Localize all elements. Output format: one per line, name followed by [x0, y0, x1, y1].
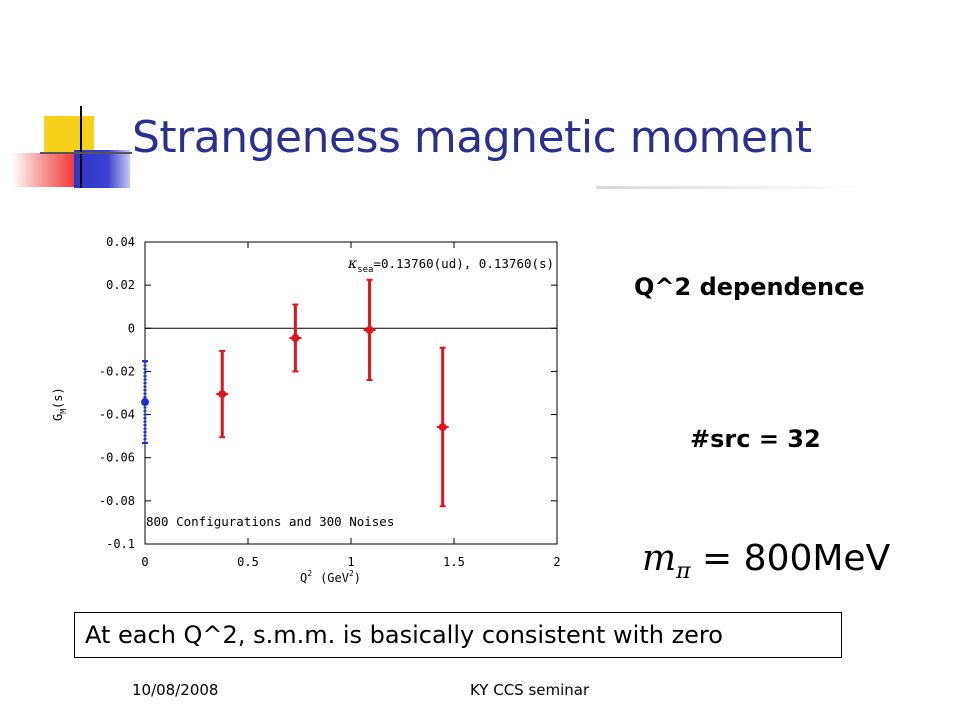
title-underline [596, 186, 866, 189]
q2-dependence-label: Q^2 dependence [634, 273, 865, 301]
x-label-unit: (GeV [320, 571, 349, 585]
x-label-sup: 2 [307, 569, 312, 578]
x-tick-label: 1 [347, 555, 354, 569]
formula-m: m [642, 538, 677, 579]
kappa-values: =0.13760(ud), 0.13760(s) [373, 256, 554, 271]
kappa-annotation: κsea=0.13760(ud), 0.13760(s) [347, 256, 554, 275]
x-tick-label: 0 [141, 555, 148, 569]
y-tick-label: 0.02 [106, 278, 135, 292]
data-point [438, 423, 447, 432]
conclusion-box: At each Q^2, s.m.m. is basically consist… [74, 612, 842, 658]
y-label-sub: M [59, 409, 68, 414]
x-axis: 0 0.5 1 1.5 2 [141, 242, 561, 569]
y-axis: 0.04 0.02 0 -0.02 -0.04 -0.06 -0.08 -0.1 [99, 235, 557, 551]
y-tick-label: -0.08 [99, 494, 135, 508]
y-tick-label: -0.02 [99, 364, 135, 378]
data-marks [141, 278, 449, 508]
x-label-unit-sup: 2 [349, 569, 354, 578]
formula-value: = 800MeV [690, 538, 891, 579]
y-tick-label: 0 [128, 321, 135, 335]
footer-center: KY CCS seminar [470, 681, 590, 699]
data-point [218, 390, 227, 399]
pion-mass-formula: mπ = 800MeV [642, 538, 891, 584]
deco-blue-square [74, 150, 130, 188]
data-point [365, 326, 374, 335]
y-axis-label: GM(s) [51, 387, 68, 421]
data-point [141, 398, 149, 407]
x-label-close: ) [354, 571, 361, 585]
deco-horizontal-line [40, 152, 132, 154]
y-tick-label: -0.06 [99, 451, 135, 465]
x-tick-label: 2 [553, 555, 560, 569]
kappa-symbol: κ [347, 256, 357, 272]
plot-frame [144, 241, 558, 545]
y-tick-label: 0.04 [106, 235, 135, 249]
y-tick-label: -0.04 [99, 408, 135, 422]
y-label-rest: (s) [51, 387, 65, 409]
src-count-label: #src = 32 [690, 425, 821, 453]
y-label-g: G [51, 414, 65, 421]
slide-title: Strangeness magnetic moment [132, 112, 812, 163]
formula-pi: π [676, 559, 691, 584]
data-point [291, 333, 300, 342]
y-tick-label: -0.1 [106, 537, 135, 551]
kappa-subscript: sea [357, 265, 373, 275]
x-tick-label: 0.5 [237, 555, 259, 569]
chart: 0.04 0.02 0 -0.02 -0.04 -0.06 -0.08 -0.1 0 0.5 1 1… [40, 228, 580, 588]
chart-svg: 0.04 0.02 0 -0.02 -0.04 -0.06 -0.08 -0.1 0 0.5 1 1… [51, 235, 561, 585]
x-axis-label: Q2 (GeV2) [300, 569, 361, 585]
footer-date: 10/08/2008 [132, 681, 219, 699]
deco-red-square [12, 153, 74, 187]
bottom-annotation: 800 Configurations and 300 Noises [146, 514, 394, 529]
x-label-q: Q [300, 571, 307, 585]
deco-vertical-line [80, 106, 82, 188]
x-tick-label: 1.5 [443, 555, 465, 569]
